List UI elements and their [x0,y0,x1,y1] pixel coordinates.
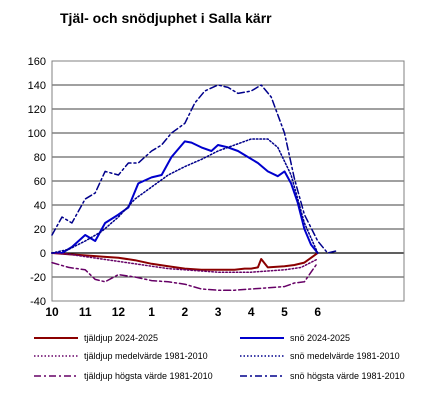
y-tick-label: 20 [34,224,46,236]
y-tick-label: 120 [28,104,46,116]
series-line-6 [51,84,339,254]
x-tick-label: 2 [181,305,188,319]
x-tick-label: 4 [248,305,255,319]
x-tick-label: 1 [148,305,155,319]
y-tick-label: 80 [34,152,46,164]
x-tick-label: 11 [79,305,92,319]
y-tick-label: 0 [40,248,46,260]
legend-layer: tjäldjup 2024-2025 snö 2024-2025 tjäldjup … [34,333,405,381]
legend-label-1: tjäldjup 2024-2025 [84,333,158,343]
series-line-5 [51,261,319,291]
y-tick-label: 140 [28,80,46,92]
y-tick-label: -40 [30,296,46,308]
legend-label-3: tjäldjup medelvärde 1981-2010 [84,351,208,361]
y-tick-label: 160 [28,56,46,68]
y-tick-label: -20 [30,272,46,284]
legend-label-5: tjäldjup högsta värde 1981-2010 [84,371,213,381]
series-line-2 [51,140,319,254]
x-tick-label: 3 [215,305,222,319]
plot-frame [51,60,405,302]
x-tick-label: 6 [314,305,321,319]
grid-layer [52,60,404,302]
y-tick-label: 60 [34,176,46,188]
y-tick-label: 40 [34,200,46,212]
x-tick-label: 12 [112,305,126,319]
series-layer [51,84,339,291]
series-line-3 [51,252,319,273]
series-line-4 [51,138,319,254]
legend-label-2: snö 2024-2025 [290,333,350,343]
legend-label-6: snö högsta värde 1981-2010 [290,371,405,381]
x-tick-label: 5 [281,305,288,319]
x-tick-label: 10 [45,305,59,319]
chart-title: Tjäl- och snödjuphet i Salla kärr [60,10,272,26]
series-line-1 [51,252,319,271]
legend-label-4: snö medelvärde 1981-2010 [290,351,400,361]
y-tick-label: 100 [28,128,46,140]
